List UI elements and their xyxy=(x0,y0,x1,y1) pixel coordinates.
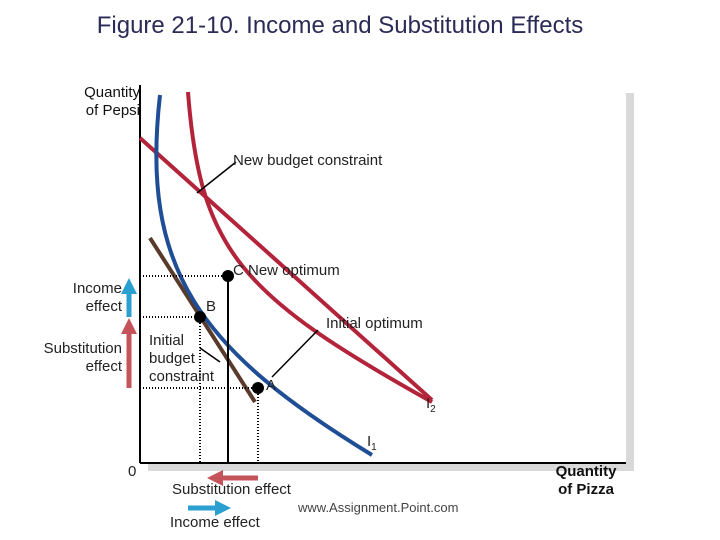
initial-budget-label-line-3: constraint xyxy=(149,368,215,385)
point-b xyxy=(194,311,206,323)
figure-title: Figure 21-10. Income and Substitution Ef… xyxy=(96,12,584,39)
leader-initial-budget xyxy=(199,347,221,363)
substitution-effect-side-line-1: Substitution xyxy=(43,340,122,357)
curve-i1-label: I1 xyxy=(367,433,377,453)
indifference-curve-i2 xyxy=(186,91,433,404)
initial-optimum-label: Initial optimum xyxy=(326,315,423,332)
point-a xyxy=(252,382,264,394)
new-budget-line xyxy=(138,136,434,402)
leader-new-budget xyxy=(196,161,237,194)
income-effect-side-line-2: effect xyxy=(85,298,122,315)
point-a-label: A xyxy=(266,377,277,394)
substitution-effect-legend-label: Substitution effect xyxy=(172,481,291,498)
indifference-curve-i1 xyxy=(154,94,374,457)
curve-i2-label: I2 xyxy=(426,395,436,415)
point-c xyxy=(222,270,234,282)
new-budget-constraint-label: New budget constraint xyxy=(233,152,383,169)
initial-budget-label-line-1: Initial xyxy=(149,332,185,349)
curve-i2-letter: I xyxy=(426,395,431,412)
y-axis-label-line-1: Quantity xyxy=(84,84,140,101)
dotted-guides xyxy=(140,275,259,463)
leader-initial-optimum xyxy=(271,329,319,378)
plot-panel xyxy=(140,85,626,463)
y-axis-label: Quantity of Pepsi xyxy=(84,84,140,120)
y-axis-label-line-2: of Pepsi xyxy=(85,102,140,119)
new-optimum-label: C New optimum xyxy=(233,262,340,279)
substitution-effect-side-line-2: effect xyxy=(85,358,122,375)
income-effect-side-label: Income effect xyxy=(73,280,122,316)
initial-budget-label: Initial budget constraint xyxy=(149,332,214,386)
curve-i1-subscript: 1 xyxy=(371,442,377,453)
x-axis-label-line-2: of Pizza xyxy=(558,481,614,498)
income-effect-side-line-1: Income xyxy=(72,280,122,297)
credit-text: www.Assignment.Point.com xyxy=(298,500,459,515)
curve-i1-letter: I xyxy=(367,433,372,450)
point-b-label: B xyxy=(206,298,217,315)
x-axis-label-line-1: Quantity xyxy=(555,463,617,480)
income-effect-legend-label: Income effect xyxy=(170,514,260,531)
substitution-effect-side-label: Substitution effect xyxy=(44,340,122,376)
initial-budget-label-line-2: budget xyxy=(149,350,195,367)
origin-label: 0 xyxy=(128,463,137,480)
x-axis-label: Quantity of Pizza xyxy=(540,463,632,499)
curve-i2-subscript: 2 xyxy=(430,404,436,415)
